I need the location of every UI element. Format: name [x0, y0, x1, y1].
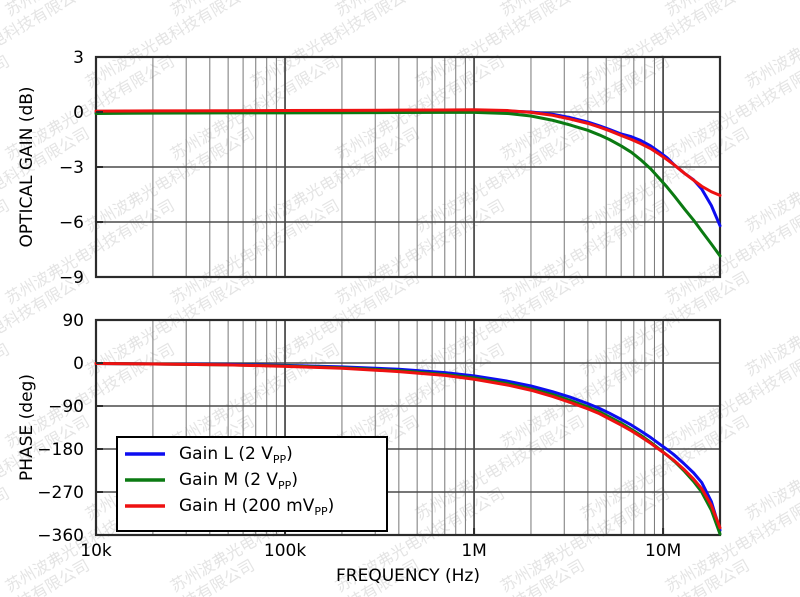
y-tick-label: 0	[73, 354, 84, 374]
y-axis-title: OPTICAL GAIN (dB)	[17, 86, 37, 247]
legend-label-m: Gain M (2 VPP)	[179, 470, 298, 492]
y-tick-label: 3	[73, 48, 84, 68]
series-line-h	[94, 361, 722, 530]
series-line-h	[94, 108, 722, 197]
plot-frame	[94, 318, 722, 537]
x-tick-label: 1M	[461, 541, 486, 561]
y-tick-label: −3	[59, 158, 84, 178]
x-tick-label: 10k	[80, 541, 112, 561]
y-tick-label: −9	[59, 268, 84, 288]
x-tick-label: 100k	[264, 541, 306, 561]
legend-label-h: Gain H (200 mVPP)	[179, 496, 334, 518]
series-line-m	[94, 110, 722, 258]
y-tick-label: −360	[37, 526, 84, 546]
series-line-l	[94, 109, 722, 228]
y-tick-label: −180	[37, 440, 84, 460]
y-axis-title: PHASE (deg)	[17, 374, 37, 481]
x-tick-label: 10M	[645, 541, 681, 561]
legend-label-l: Gain L (2 VPP)	[179, 444, 293, 466]
y-tick-label: −270	[37, 483, 84, 503]
y-tick-label: −6	[59, 213, 84, 233]
x-axis-title: FREQUENCY (Hz)	[336, 566, 480, 586]
y-tick-label: 0	[73, 103, 84, 123]
y-tick-label: 90	[62, 311, 84, 331]
y-tick-label: −90	[48, 397, 84, 417]
